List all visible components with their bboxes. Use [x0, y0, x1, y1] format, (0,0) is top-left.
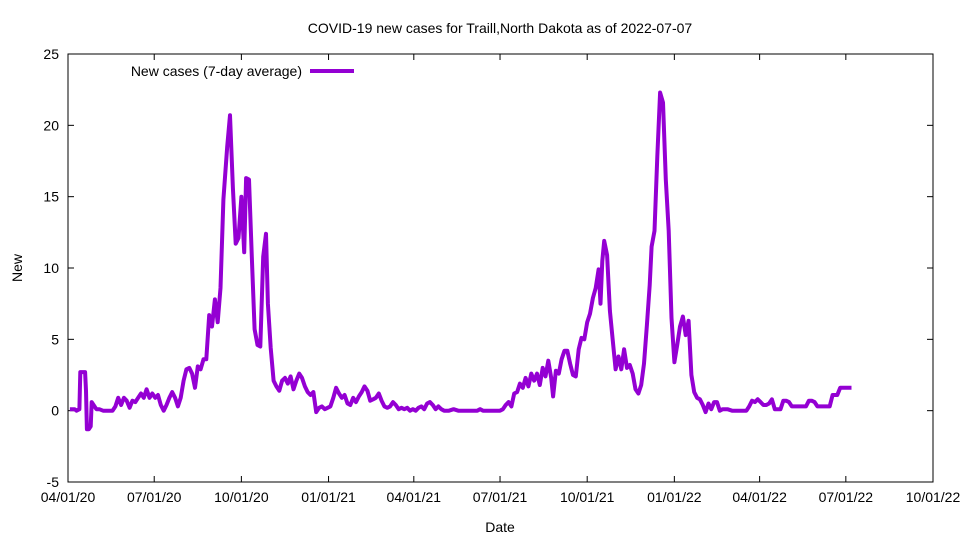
y-tick-label: 20 — [43, 117, 59, 133]
x-tick-label: 10/01/21 — [560, 489, 615, 505]
x-tick-label: 01/01/22 — [647, 489, 702, 505]
chart-title: COVID-19 new cases for Traill,North Dako… — [308, 20, 693, 36]
x-tick-label: 10/01/22 — [906, 489, 960, 505]
x-tick-label: 04/01/21 — [387, 489, 442, 505]
plot-area-frame — [67, 53, 934, 483]
x-tick-labels: 04/01/20 07/01/20 10/01/20 01/01/21 04/01/21… — [41, 489, 960, 505]
x-tick-label: 04/01/20 — [41, 489, 96, 505]
x-tick-label: 04/01/22 — [732, 489, 787, 505]
y-tick-label: 15 — [43, 189, 59, 205]
y-tick-label: -5 — [47, 474, 60, 490]
y-tick-labels: -5 0 5 10 15 20 25 — [43, 46, 59, 490]
x-tick-label: 10/01/20 — [214, 489, 269, 505]
x-tick-label: 07/01/21 — [473, 489, 528, 505]
x-tick-label: 07/01/22 — [819, 489, 874, 505]
legend-label: New cases (7-day average) — [131, 63, 302, 79]
x-tick-label: 07/01/20 — [127, 489, 182, 505]
y-tick-label: 10 — [43, 260, 59, 276]
y-tick-label: 5 — [51, 331, 59, 347]
y-tick-label: 0 — [51, 403, 59, 419]
series-line-new-cases — [69, 90, 852, 432]
y-tick-label: 25 — [43, 46, 59, 62]
x-tick-label: 01/01/21 — [301, 489, 356, 505]
y-axis-label: New — [9, 253, 25, 282]
x-axis-label: Date — [485, 519, 515, 535]
